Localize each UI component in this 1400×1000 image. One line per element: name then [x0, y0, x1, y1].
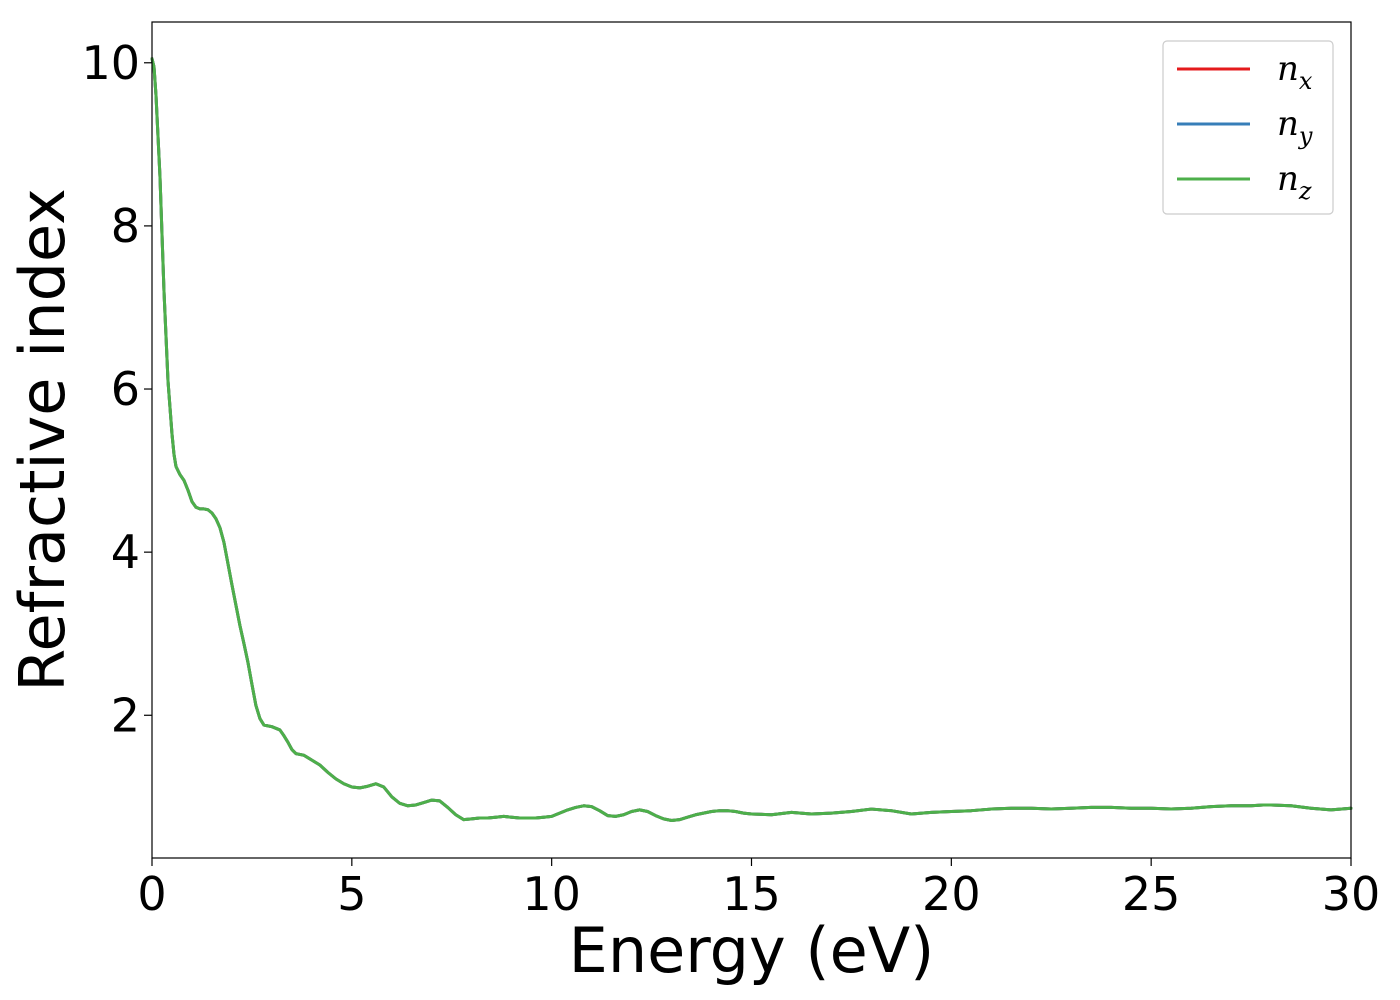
series-line-z [150, 57, 1353, 822]
y-tick-label: 4 [111, 525, 140, 579]
y-tick-label: 8 [111, 199, 140, 253]
legend-label: nx [1277, 49, 1313, 95]
y-axis: 2 4 6 8 10 [81, 36, 152, 742]
legend-label: ny [1277, 104, 1313, 150]
legend-item-y: ny [1177, 104, 1313, 150]
x-axis-title: Energy (eV) [569, 914, 935, 987]
y-tick-label: 2 [111, 688, 140, 742]
legend-item-z: nz [1177, 159, 1312, 205]
y-axis-title: Refractive index [6, 188, 79, 692]
x-axis: 0 5 10 15 20 25 30 [137, 858, 1380, 921]
legend-label: nz [1277, 159, 1312, 205]
series-layer [150, 57, 1353, 822]
x-tick-label: 0 [137, 867, 166, 921]
legend: nx ny nz [1162, 40, 1334, 215]
legend-box [1162, 40, 1334, 215]
x-tick-label: 5 [337, 867, 366, 921]
y-tick-label: 6 [111, 362, 140, 416]
x-tick-label: 20 [922, 867, 981, 921]
legend-item-x: nx [1177, 49, 1313, 95]
x-tick-label: 30 [1322, 867, 1381, 921]
x-tick-label: 15 [722, 867, 781, 921]
x-tick-label: 10 [522, 867, 581, 921]
y-tick-label: 10 [81, 36, 140, 90]
x-tick-label: 25 [1122, 867, 1181, 921]
